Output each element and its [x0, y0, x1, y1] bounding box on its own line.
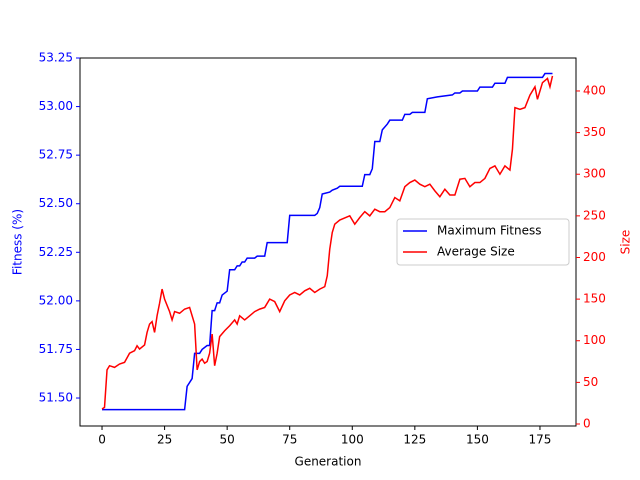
y-tick-label: 53.25	[39, 51, 73, 65]
x-tick-label: 25	[157, 433, 172, 447]
y2-tick-label: 300	[583, 167, 606, 181]
y-tick-label: 51.75	[39, 342, 73, 356]
x-tick-label: 50	[220, 433, 235, 447]
y-tick-label: 52.25	[39, 245, 73, 259]
y-tick-label: 51.50	[39, 391, 73, 405]
y-axis-label: Fitness (%)	[11, 209, 25, 275]
legend-label: Maximum Fitness	[437, 224, 542, 238]
y-tick-label: 52.75	[39, 148, 73, 162]
x-tick-label: 125	[403, 433, 426, 447]
x-tick-label: 75	[282, 433, 297, 447]
y-tick-label: 52.00	[39, 293, 73, 307]
y-tick-label: 52.50	[39, 196, 73, 210]
y2-tick-label: 50	[583, 375, 598, 389]
y-tick-label: 53.00	[39, 99, 73, 113]
plot-frame	[79, 57, 577, 427]
y2-tick-label: 250	[583, 208, 606, 222]
series-line	[102, 72, 553, 411]
x-tick-label: 100	[341, 433, 364, 447]
y2-tick-label: 150	[583, 292, 606, 306]
y2-tick-label: 0	[583, 417, 591, 431]
legend-label: Average Size	[437, 245, 515, 259]
y2-tick-label: 100	[583, 333, 606, 347]
x-tick-label: 175	[529, 433, 552, 447]
x-tick-label: 150	[466, 433, 489, 447]
y2-axis-label: Size	[619, 230, 633, 255]
legend-box	[396, 218, 570, 266]
x-axis-label: Generation	[295, 455, 362, 469]
y2-tick-label: 200	[583, 250, 606, 264]
y2-tick-label: 400	[583, 83, 606, 97]
x-tick-label: 0	[98, 433, 106, 447]
series-line	[101, 75, 554, 410]
y2-tick-label: 350	[583, 125, 606, 139]
